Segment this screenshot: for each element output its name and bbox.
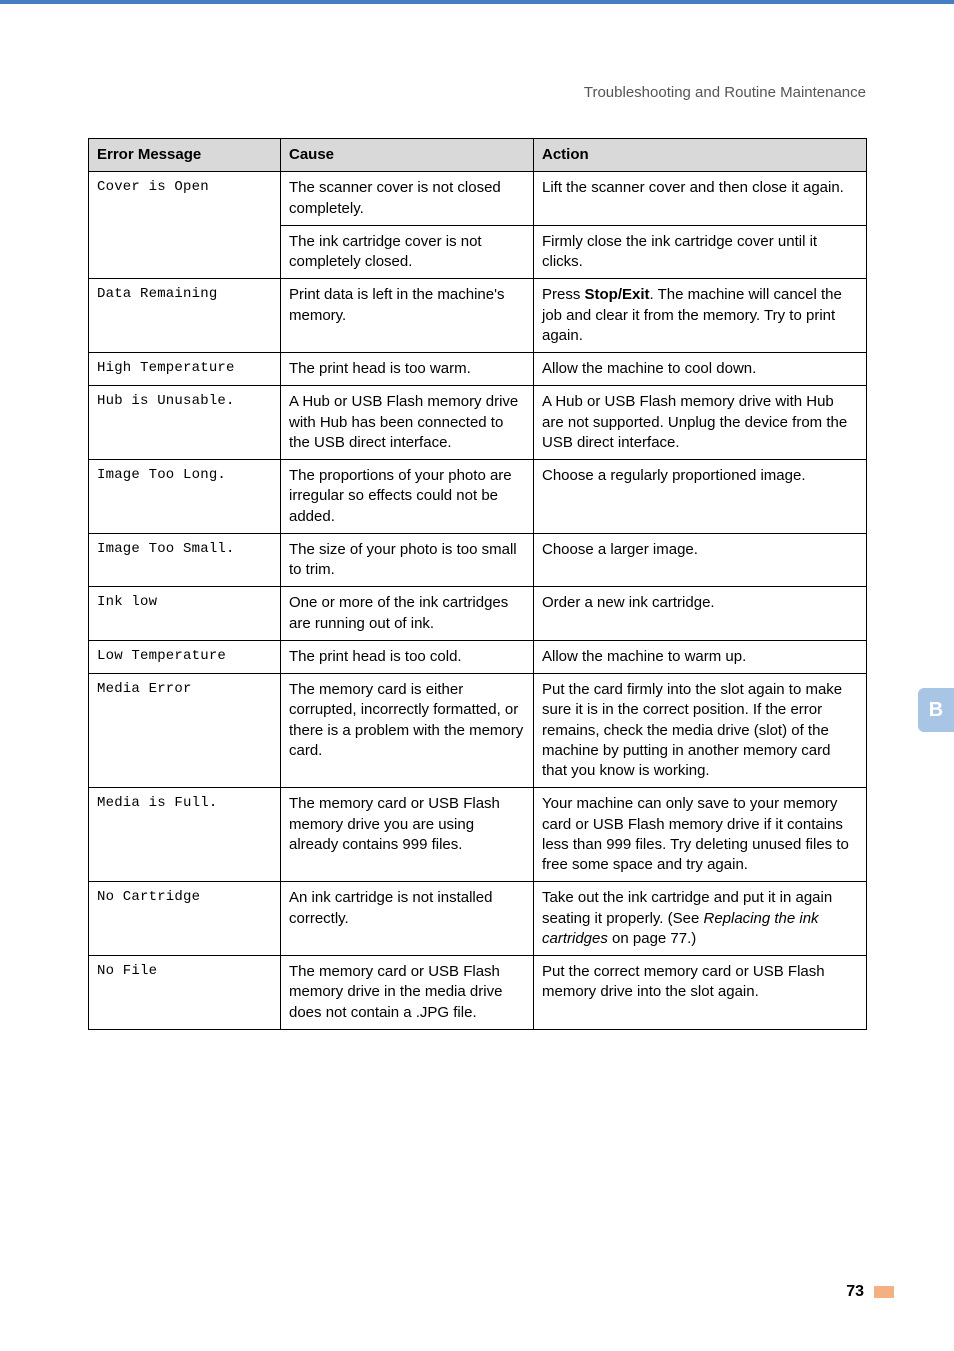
error-table: Error Message Cause Action Cover is Open… (88, 138, 867, 1030)
section-tab-label: B (929, 699, 943, 722)
error-message: No File (89, 956, 281, 1030)
action-cell: A Hub or USB Flash memory drive with Hub… (534, 386, 867, 460)
section-title: Troubleshooting and Routine Maintenance (584, 84, 866, 101)
cause-cell: The print head is too warm. (281, 353, 534, 386)
error-message: Low Temperature (89, 640, 281, 673)
table-row: High Temperature The print head is too w… (89, 353, 867, 386)
table-row: Image Too Small. The size of your photo … (89, 533, 867, 587)
page-number: 73 (846, 1283, 864, 1301)
cause-cell: The memory card is either corrupted, inc… (281, 674, 534, 788)
cause-cell: One or more of the ink cartridges are ru… (281, 587, 534, 641)
cause-cell: The memory card or USB Flash memory driv… (281, 956, 534, 1030)
cause-cell: The proportions of your photo are irregu… (281, 460, 534, 534)
cause-cell: The scanner cover is not closed complete… (281, 172, 534, 226)
action-cell: Put the card firmly into the slot again … (534, 674, 867, 788)
action-cell: Put the correct memory card or USB Flash… (534, 956, 867, 1030)
table-row: Low Temperature The print head is too co… (89, 640, 867, 673)
footer-accent-bar (874, 1286, 894, 1298)
error-table-container: Error Message Cause Action Cover is Open… (88, 138, 866, 1030)
cause-cell: The print head is too cold. (281, 640, 534, 673)
table-row: Media Error The memory card is either co… (89, 674, 867, 788)
cause-cell: The memory card or USB Flash memory driv… (281, 788, 534, 882)
cause-cell: The ink cartridge cover is not completel… (281, 225, 534, 279)
page-footer: 73 (846, 1283, 894, 1301)
error-message: Image Too Long. (89, 460, 281, 534)
action-cell: Lift the scanner cover and then close it… (534, 172, 867, 226)
action-cell: Firmly close the ink cartridge cover unt… (534, 225, 867, 279)
error-message: Image Too Small. (89, 533, 281, 587)
action-cell: Order a new ink cartridge. (534, 587, 867, 641)
top-accent-bar (0, 0, 954, 4)
table-row: Media is Full. The memory card or USB Fl… (89, 788, 867, 882)
action-cell: Your machine can only save to your memor… (534, 788, 867, 882)
table-row: No Cartridge An ink cartridge is not ins… (89, 882, 867, 956)
section-tab: B (918, 688, 954, 732)
cause-cell: Print data is left in the machine's memo… (281, 279, 534, 353)
action-cell: Choose a larger image. (534, 533, 867, 587)
table-row: Hub is Unusable. A Hub or USB Flash memo… (89, 386, 867, 460)
table-row: Ink low One or more of the ink cartridge… (89, 587, 867, 641)
cause-cell: A Hub or USB Flash memory drive with Hub… (281, 386, 534, 460)
cause-cell: An ink cartridge is not installed correc… (281, 882, 534, 956)
action-cell: Allow the machine to warm up. (534, 640, 867, 673)
error-message: High Temperature (89, 353, 281, 386)
table-row: Data Remaining Print data is left in the… (89, 279, 867, 353)
cause-cell: The size of your photo is too small to t… (281, 533, 534, 587)
action-cell: Take out the ink cartridge and put it in… (534, 882, 867, 956)
error-message: Data Remaining (89, 279, 281, 353)
header-action: Action (534, 139, 867, 172)
action-cell: Allow the machine to cool down. (534, 353, 867, 386)
table-header-row: Error Message Cause Action (89, 139, 867, 172)
error-message: No Cartridge (89, 882, 281, 956)
header-error-message: Error Message (89, 139, 281, 172)
error-message: Cover is Open (89, 172, 281, 279)
error-message: Ink low (89, 587, 281, 641)
table-row: Image Too Long. The proportions of your … (89, 460, 867, 534)
error-message: Media is Full. (89, 788, 281, 882)
error-message: Media Error (89, 674, 281, 788)
action-cell: Choose a regularly proportioned image. (534, 460, 867, 534)
header-cause: Cause (281, 139, 534, 172)
error-message: Hub is Unusable. (89, 386, 281, 460)
table-row: Cover is Open The scanner cover is not c… (89, 172, 867, 226)
table-row: No File The memory card or USB Flash mem… (89, 956, 867, 1030)
action-cell: Press Stop/Exit. The machine will cancel… (534, 279, 867, 353)
